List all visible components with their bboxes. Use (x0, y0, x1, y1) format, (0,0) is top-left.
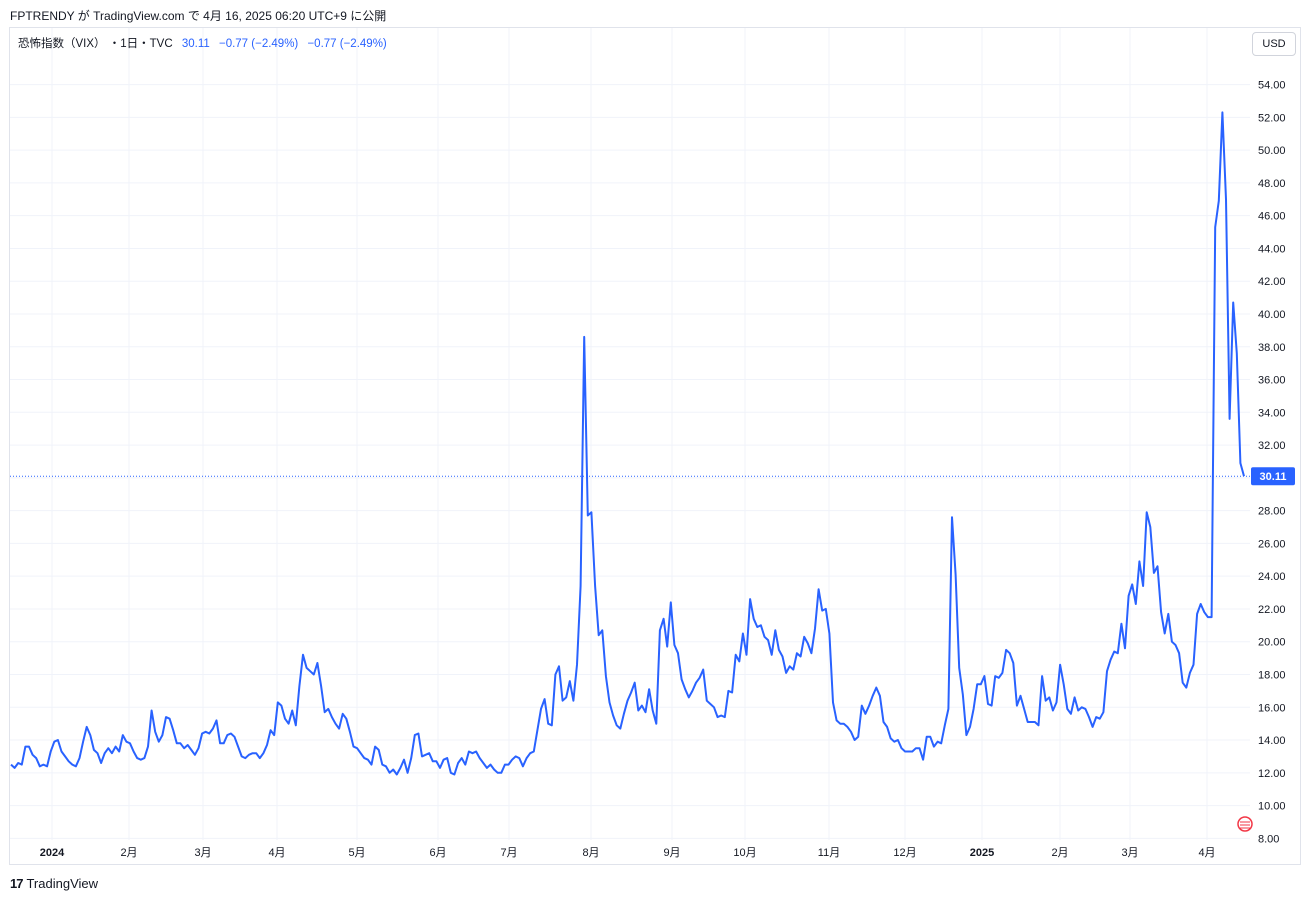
y-tick-label: 18.00 (1258, 669, 1286, 681)
vix-price-line (10, 111, 1245, 776)
y-tick-label: 12.00 (1258, 768, 1286, 780)
x-tick-label: 3月 (1121, 847, 1138, 859)
y-tick-label: 8.00 (1258, 833, 1279, 845)
y-tick-label: 42.00 (1258, 276, 1286, 288)
x-tick-label: 2月 (1051, 847, 1068, 859)
y-tick-label: 34.00 (1258, 407, 1286, 419)
x-tick-label: 12月 (893, 847, 916, 859)
time-axis: 2024 2月 3月 4月 5月 6月 7月 8月 9月 10月 11月 12月 2025 2月 3月 4月 (40, 847, 1216, 859)
y-tick-label: 48.00 (1258, 178, 1286, 190)
last-price-tag-bg (1251, 467, 1295, 486)
y-tick-label: 40.00 (1258, 309, 1286, 321)
x-tick-label: 5月 (348, 847, 365, 859)
y-tick-label: 22.00 (1258, 604, 1286, 616)
publish-caption: FPTRENDY が TradingView.com で 4月 16, 2025… (10, 9, 387, 23)
tradingview-logo-icon: 17 (10, 876, 24, 891)
y-tick-label: 20.00 (1258, 637, 1286, 649)
x-tick-label: 2025 (970, 847, 994, 859)
footer-brand[interactable]: 17 TradingView (10, 876, 98, 891)
y-tick-label: 46.00 (1258, 211, 1286, 223)
timezone-flag-icon (1237, 816, 1253, 832)
x-tick-label: 3月 (194, 847, 211, 859)
x-tick-label: 9月 (663, 847, 680, 859)
symbol-label[interactable]: 恐怖指数（VIX） ・1日・TVC (18, 38, 173, 50)
y-tick-label: 26.00 (1258, 538, 1286, 550)
price-axis: 8.00 10.00 12.00 14.00 16.00 18.00 20.00 22.00 2… (1258, 80, 1286, 846)
y-tick-label: 10.00 (1258, 801, 1286, 813)
y-tick-label: 52.00 (1258, 112, 1286, 124)
grid-lines (10, 28, 1250, 840)
x-tick-label: 8月 (582, 847, 599, 859)
x-tick-label: 4月 (268, 847, 285, 859)
x-tick-label: 2024 (40, 847, 65, 859)
y-tick-label: 24.00 (1258, 571, 1286, 583)
x-tick-label: 6月 (429, 847, 446, 859)
x-tick-label: 4月 (1198, 847, 1215, 859)
x-tick-label: 10月 (733, 847, 756, 859)
y-tick-label: 32.00 (1258, 440, 1286, 452)
y-tick-label: 28.00 (1258, 506, 1286, 518)
chart-frame (9, 27, 1301, 865)
x-tick-label: 2月 (120, 847, 137, 859)
currency-button[interactable]: USD (1252, 32, 1296, 56)
x-tick-label: 7月 (500, 847, 517, 859)
change-value: −0.77 (−2.49%) (218, 38, 299, 50)
brand-name: TradingView (26, 876, 99, 891)
y-tick-label: 16.00 (1258, 702, 1286, 714)
y-tick-label: 50.00 (1258, 145, 1286, 157)
y-tick-label: 36.00 (1258, 375, 1286, 387)
y-tick-label: 14.00 (1258, 735, 1286, 747)
x-tick-label: 11月 (818, 847, 840, 859)
y-tick-label: 54.00 (1258, 80, 1286, 92)
last-value: 30.11 (181, 38, 210, 50)
last-price-tag: 30.11 (1251, 467, 1295, 486)
y-tick-label: 38.00 (1258, 342, 1286, 354)
last-price-tag-label: 30.11 (1260, 471, 1287, 483)
chart-legend: 恐怖指数（VIX） ・1日・TVC 30.11 −0.77 (−2.49%) −… (18, 35, 387, 51)
change-value-2: −0.77 (−2.49%) (307, 38, 387, 50)
y-tick-label: 44.00 (1258, 243, 1286, 255)
